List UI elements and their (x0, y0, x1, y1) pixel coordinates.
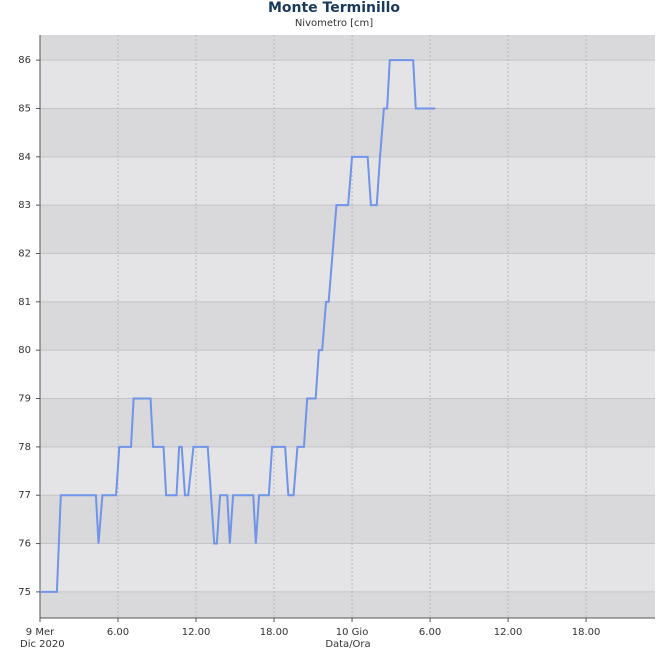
y-tick-label: 79 (18, 394, 31, 405)
y-tick-label: 75 (18, 587, 31, 598)
y-tick-label: 76 (18, 539, 31, 550)
y-tick-label: 86 (18, 55, 31, 66)
plot-band (40, 591, 655, 618)
x-date-label: Dic 2020 (20, 639, 65, 649)
y-tick-label: 82 (18, 249, 31, 260)
x-axis-label: Data/Ora (325, 639, 370, 649)
y-tick-label: 80 (18, 345, 31, 356)
x-tick-label: 18.00 (572, 627, 601, 638)
y-tick-label: 77 (18, 490, 31, 501)
data-line (40, 59, 436, 593)
plot-band (40, 398, 655, 447)
x-tick-label: 6.00 (419, 627, 441, 638)
plot-band (40, 35, 655, 61)
x-tick-label: 12.00 (182, 627, 211, 638)
y-tick-label: 83 (18, 200, 31, 211)
chart-title: Monte Terminillo (268, 0, 400, 16)
x-tick-label: 12.00 (494, 627, 523, 638)
x-tick-label: 9 Mer (26, 627, 55, 638)
y-tick-label: 81 (18, 297, 31, 308)
x-tick-label: 10 Gio (336, 627, 369, 638)
chart-subtitle: Nivometro [cm] (295, 18, 373, 29)
plot-band (40, 205, 655, 254)
y-tick-label: 85 (18, 103, 31, 114)
x-tick-label: 18.00 (260, 627, 289, 638)
y-tick-label: 78 (18, 442, 31, 453)
plot-band (40, 495, 655, 544)
plot-band (40, 108, 655, 157)
plot-band (40, 301, 655, 351)
y-tick-label: 84 (18, 152, 31, 163)
x-tick-label: 6.00 (107, 627, 129, 638)
